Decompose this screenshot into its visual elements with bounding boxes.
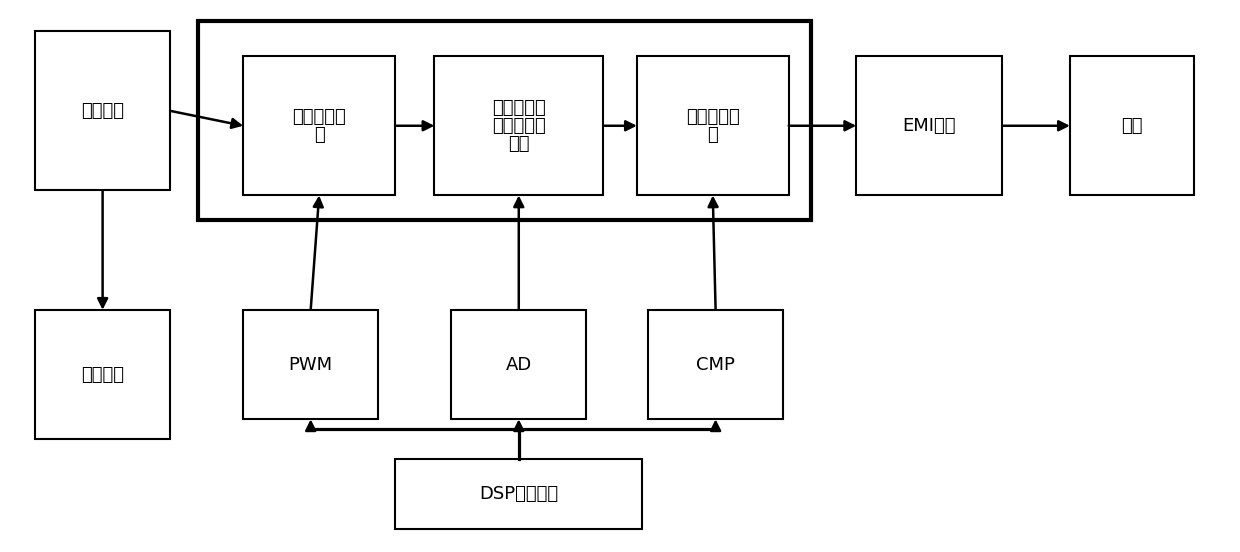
Bar bbox=[637, 56, 789, 195]
Text: 电网: 电网 bbox=[1121, 117, 1142, 135]
Text: PWM: PWM bbox=[289, 355, 332, 374]
Text: 路: 路 bbox=[707, 126, 718, 144]
Text: 太阳能板: 太阳能板 bbox=[81, 102, 124, 120]
Text: 电路: 电路 bbox=[508, 135, 529, 153]
Text: 的交错反激: 的交错反激 bbox=[492, 117, 546, 135]
Bar bbox=[35, 31, 170, 190]
Bar bbox=[243, 56, 396, 195]
Text: 功率解耦电: 功率解耦电 bbox=[293, 108, 346, 126]
Text: 全桥逆变电: 全桥逆变电 bbox=[686, 108, 740, 126]
Text: 路: 路 bbox=[314, 126, 325, 144]
Bar bbox=[198, 22, 811, 220]
Text: AD: AD bbox=[506, 355, 532, 374]
Bar bbox=[649, 310, 784, 420]
Text: EMI电路: EMI电路 bbox=[903, 117, 956, 135]
Bar bbox=[434, 56, 603, 195]
Bar bbox=[35, 310, 170, 439]
Bar bbox=[1070, 56, 1194, 195]
Text: CMP: CMP bbox=[696, 355, 735, 374]
Bar bbox=[856, 56, 1002, 195]
Text: DSP主控芯片: DSP主控芯片 bbox=[479, 485, 558, 503]
Text: 带有源钳位: 带有源钳位 bbox=[492, 99, 546, 117]
Bar bbox=[396, 459, 642, 529]
Bar bbox=[243, 310, 378, 420]
Text: 辅助电源: 辅助电源 bbox=[81, 365, 124, 384]
Bar bbox=[451, 310, 587, 420]
